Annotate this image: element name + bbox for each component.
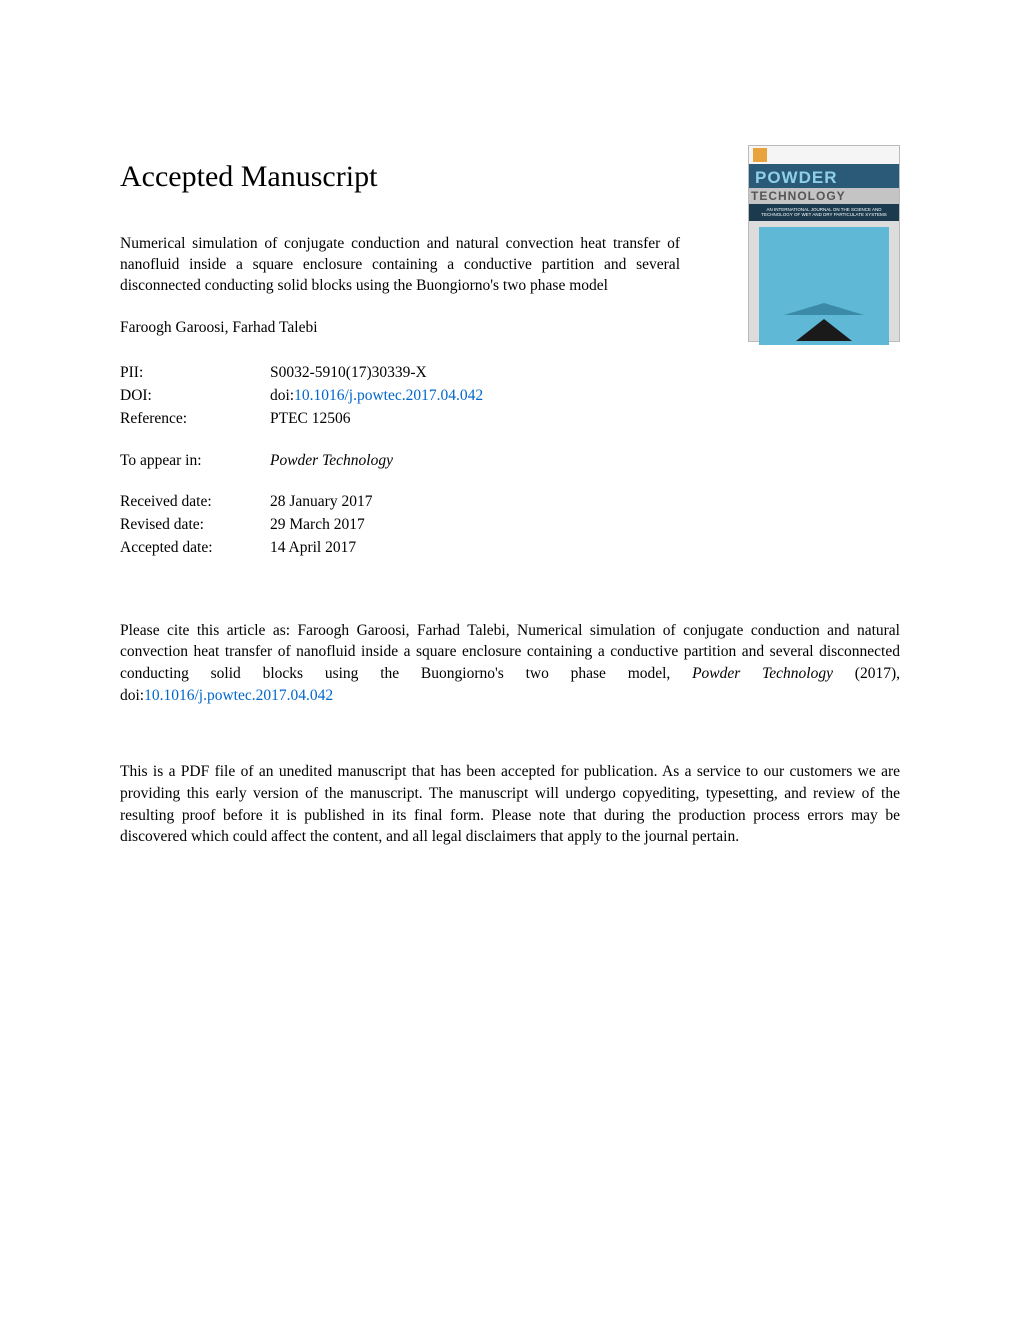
manuscript-page: POWDER TECHNOLOGY AN INTERNATIONAL JOURN…: [0, 0, 1020, 908]
cover-subtitle: AN INTERNATIONAL JOURNAL ON THE SCIENCE …: [749, 204, 899, 221]
meta-value: 14 April 2017: [270, 536, 356, 559]
meta-label: Reference:: [120, 407, 270, 430]
article-title: Numerical simulation of conjugate conduc…: [120, 234, 680, 297]
meta-value: 28 January 2017: [270, 490, 372, 513]
spacer: [120, 472, 680, 490]
meta-label: Received date:: [120, 490, 270, 513]
cover-title-line1: POWDER: [755, 168, 893, 188]
cover-header: [749, 146, 899, 164]
cover-chevron-shape: [784, 303, 864, 315]
meta-row-revised: Revised date: 29 March 2017: [120, 513, 680, 536]
meta-row-received: Received date: 28 January 2017: [120, 490, 680, 513]
authors-line: Faroogh Garoosi, Farhad Talebi: [120, 319, 680, 337]
meta-label: Accepted date:: [120, 536, 270, 559]
disclaimer-block: This is a PDF file of an unedited manusc…: [120, 761, 900, 848]
citation-journal: Powder Technology: [692, 665, 833, 682]
meta-row-appear: To appear in: Powder Technology: [120, 449, 680, 472]
doi-prefix: doi:: [270, 387, 294, 404]
spacer: [120, 431, 680, 449]
cover-artwork: [759, 227, 889, 345]
meta-label: PII:: [120, 361, 270, 384]
metadata-table: PII: S0032-5910(17)30339-X DOI: doi:10.1…: [120, 361, 680, 560]
meta-row-pii: PII: S0032-5910(17)30339-X: [120, 361, 680, 384]
citation-doi-link[interactable]: 10.1016/j.powtec.2017.04.042: [144, 687, 333, 704]
cover-triangle-shape: [796, 319, 852, 341]
meta-label: To appear in:: [120, 449, 270, 472]
meta-row-doi: DOI: doi:10.1016/j.powtec.2017.04.042: [120, 384, 680, 407]
meta-label: DOI:: [120, 384, 270, 407]
meta-row-accepted: Accepted date: 14 April 2017: [120, 536, 680, 559]
meta-row-reference: Reference: PTEC 12506: [120, 407, 680, 430]
metadata-column: Numerical simulation of conjugate conduc…: [120, 234, 680, 560]
doi-link[interactable]: 10.1016/j.powtec.2017.04.042: [294, 387, 483, 404]
meta-label: Revised date:: [120, 513, 270, 536]
elsevier-logo-icon: [753, 148, 767, 162]
journal-cover-thumbnail: POWDER TECHNOLOGY AN INTERNATIONAL JOURN…: [748, 145, 900, 342]
meta-value: PTEC 12506: [270, 407, 351, 430]
cover-title-line2: TECHNOLOGY: [749, 188, 899, 204]
meta-value: S0032-5910(17)30339-X: [270, 361, 427, 384]
cover-title-band: POWDER: [749, 164, 899, 190]
meta-value: doi:10.1016/j.powtec.2017.04.042: [270, 384, 483, 407]
meta-value-journal: Powder Technology: [270, 449, 393, 472]
citation-block: Please cite this article as: Faroogh Gar…: [120, 620, 900, 707]
meta-value: 29 March 2017: [270, 513, 365, 536]
